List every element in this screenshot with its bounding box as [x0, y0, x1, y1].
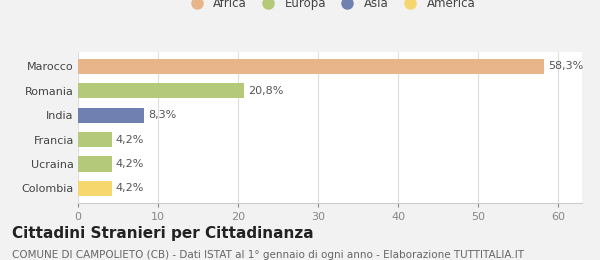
Legend: Africa, Europa, Asia, America: Africa, Europa, Asia, America: [182, 0, 478, 12]
Text: 4,2%: 4,2%: [116, 183, 144, 193]
Bar: [78, 59, 544, 74]
Bar: [78, 108, 145, 123]
Bar: [78, 157, 112, 172]
Text: 58,3%: 58,3%: [548, 61, 584, 72]
Bar: [78, 132, 112, 147]
Text: 4,2%: 4,2%: [116, 159, 144, 169]
Bar: [78, 181, 112, 196]
Text: COMUNE DI CAMPOLIETO (CB) - Dati ISTAT al 1° gennaio di ogni anno - Elaborazione: COMUNE DI CAMPOLIETO (CB) - Dati ISTAT a…: [12, 250, 524, 259]
Text: 20,8%: 20,8%: [248, 86, 284, 96]
Text: Cittadini Stranieri per Cittadinanza: Cittadini Stranieri per Cittadinanza: [12, 226, 314, 241]
Text: 8,3%: 8,3%: [148, 110, 176, 120]
Bar: [78, 83, 244, 98]
Text: 4,2%: 4,2%: [116, 135, 144, 145]
